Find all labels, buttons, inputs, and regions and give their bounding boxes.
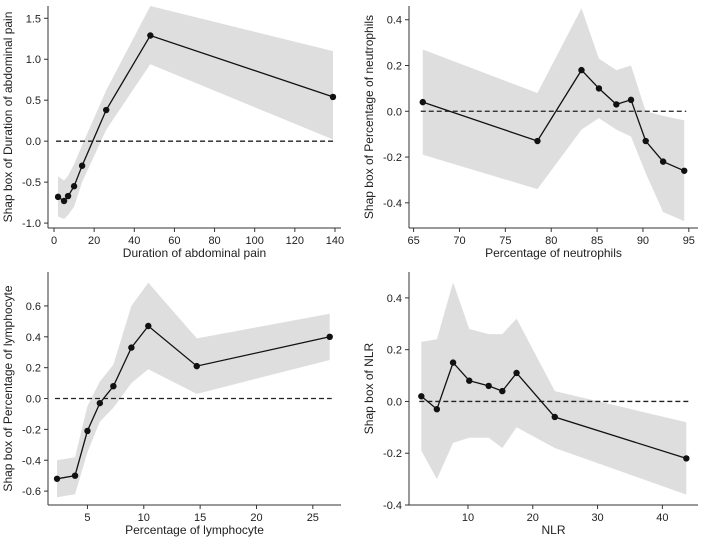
- y-tick-label: 0.0: [26, 394, 41, 406]
- x-axis-label: Duration of abdominal pain: [123, 246, 266, 260]
- data-point: [642, 137, 649, 145]
- data-point: [534, 137, 541, 145]
- data-point: [466, 377, 473, 384]
- y-tick-label: 1.5: [26, 13, 41, 25]
- x-tick-label: 100: [246, 235, 264, 247]
- y-tick-label: -0.4: [22, 455, 41, 467]
- x-tick-label: 70: [453, 235, 465, 247]
- data-point: [551, 413, 558, 421]
- chart-panel-2: 65 70 75 80 85 90 95 -0.4 -0.2 0.0 0.2 0.4 Percentag…: [362, 6, 698, 260]
- y-tick-label: 0.4: [387, 293, 402, 305]
- data-point: [78, 162, 86, 169]
- x-tick-label: 95: [683, 235, 695, 247]
- y-tick-label: -0.6: [22, 486, 41, 498]
- data-point: [513, 369, 520, 377]
- y-tick-label: -0.4: [383, 198, 402, 210]
- x-tick-label: 20: [527, 512, 539, 524]
- confidence-band: [57, 282, 330, 498]
- data-point: [326, 333, 333, 341]
- data-point: [64, 192, 72, 200]
- data-point: [627, 96, 635, 104]
- data-point: [578, 66, 585, 74]
- y-axis-label: Shap box of Percentage of lymphocyte: [1, 285, 15, 491]
- x-axis-label: Percentage of lymphocyte: [125, 523, 264, 537]
- x-tick-label: 25: [307, 512, 319, 524]
- data-point: [84, 427, 91, 435]
- data-point: [102, 106, 110, 114]
- y-tick-label: 0.5: [26, 95, 41, 107]
- x-tick-label: 20: [250, 512, 262, 524]
- data-point: [485, 382, 492, 390]
- data-point: [613, 101, 620, 108]
- y-tick-label: -0.2: [22, 424, 41, 436]
- data-point: [110, 382, 117, 390]
- x-tick-label: 10: [138, 512, 150, 524]
- x-axis-label: NLR: [541, 523, 565, 537]
- x-tick-label: 20: [88, 235, 100, 247]
- x-tick-label: 85: [591, 235, 603, 247]
- data-point: [145, 322, 152, 330]
- x-tick-label: 40: [128, 235, 140, 247]
- y-tick-label: 0.4: [387, 15, 402, 27]
- x-tick-label: 140: [326, 235, 344, 247]
- data-point: [499, 387, 506, 395]
- x-tick-label: 120: [286, 235, 304, 247]
- y-axis-label: Shap box of Duration of abdominal pain: [1, 12, 15, 223]
- x-tick-label: 15: [194, 512, 206, 524]
- x-axis-label: Percentage of neutrophils: [485, 246, 622, 260]
- data-point: [53, 475, 61, 482]
- confidence-band: [421, 282, 687, 495]
- data-point: [70, 183, 78, 190]
- data-point: [60, 197, 68, 205]
- y-tick-label: -0.5: [22, 177, 41, 189]
- y-tick-label: -0.2: [383, 448, 402, 460]
- x-tick-label: 30: [591, 512, 603, 524]
- y-axis-label: Shap box of NLR: [362, 342, 376, 434]
- data-point: [54, 193, 62, 201]
- x-tick-label: 10: [462, 512, 474, 524]
- y-tick-label: -0.4: [383, 500, 402, 512]
- data-point: [147, 32, 154, 39]
- data-point: [681, 167, 688, 174]
- y-tick-label: 0.2: [387, 61, 402, 73]
- x-tick-label: 75: [499, 235, 511, 247]
- y-tick-label: 0.2: [387, 345, 402, 357]
- x-tick-label: 90: [637, 235, 649, 247]
- data-point: [433, 406, 441, 413]
- y-tick-label: 0.0: [387, 106, 402, 118]
- chart-panel-4: 10 20 30 40 -0.4 -0.2 0.0 0.2 0.4 NLR Shap box of …: [362, 272, 698, 537]
- y-tick-label: -0.2: [383, 152, 402, 164]
- data-point: [329, 93, 337, 101]
- data-point: [449, 359, 457, 366]
- x-tick-label: 5: [84, 512, 90, 524]
- y-tick-label: 0.4: [26, 332, 41, 344]
- x-tick-label: 0: [51, 235, 57, 247]
- x-tick-label: 65: [407, 235, 419, 247]
- data-point: [595, 85, 603, 92]
- y-tick-label: 0.0: [387, 396, 402, 408]
- data-point: [418, 393, 425, 400]
- x-tick-label: 80: [208, 235, 220, 247]
- y-tick-label: 0.0: [26, 136, 41, 148]
- chart-panel-3: 5 10 15 20 25 -0.6 -0.4 -0.2 0.0 0.2 0.4 0.6 Percent…: [1, 272, 341, 537]
- data-point: [419, 98, 426, 106]
- y-axis-label: Shap box of Percentage of neutrophils: [362, 15, 376, 219]
- y-tick-label: 0.6: [26, 301, 41, 313]
- x-tick-label: 40: [656, 512, 668, 524]
- data-point: [128, 344, 135, 351]
- data-point: [659, 158, 667, 165]
- confidence-band: [58, 6, 333, 219]
- chart-panel-1: 0 20 40 60 80 100 120 140 -1.0 -0.5 0.0 0.5 1.0 1.5 Du…: [1, 6, 344, 260]
- y-tick-label: 1.0: [26, 54, 41, 66]
- data-point: [71, 472, 79, 479]
- y-tick-label: -1.0: [22, 218, 41, 230]
- data-point: [96, 399, 104, 407]
- data-point: [683, 455, 690, 462]
- y-tick-label: 0.2: [26, 363, 41, 375]
- x-tick-label: 60: [168, 235, 180, 247]
- data-point: [193, 362, 200, 370]
- x-tick-label: 80: [545, 235, 557, 247]
